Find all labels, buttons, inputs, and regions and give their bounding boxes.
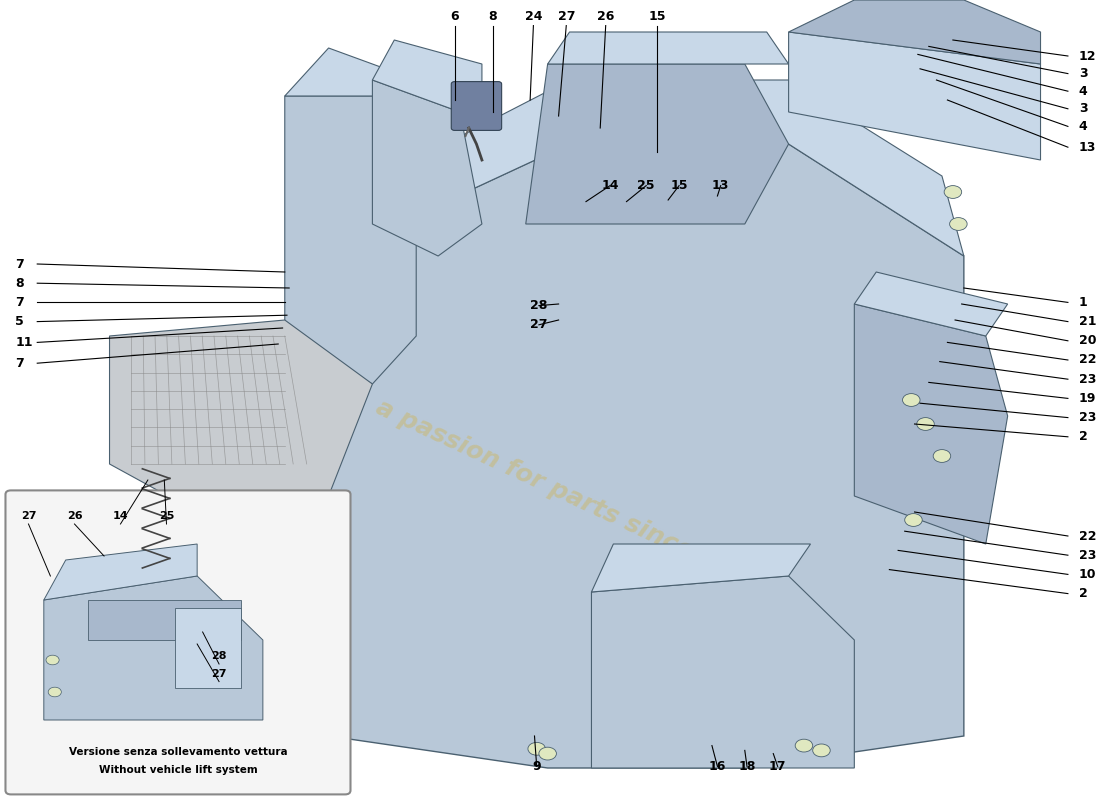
Text: 7: 7 <box>15 258 24 270</box>
Polygon shape <box>373 80 482 256</box>
Polygon shape <box>44 544 197 600</box>
Circle shape <box>795 739 813 752</box>
Polygon shape <box>329 144 964 768</box>
Text: 6: 6 <box>450 10 459 22</box>
Text: 15: 15 <box>670 179 688 192</box>
Circle shape <box>949 218 967 230</box>
Text: 28: 28 <box>530 299 548 312</box>
Polygon shape <box>789 32 1041 160</box>
Text: 26: 26 <box>597 10 615 22</box>
Polygon shape <box>285 96 416 384</box>
Polygon shape <box>44 576 263 720</box>
Polygon shape <box>373 40 482 112</box>
Text: 7: 7 <box>15 296 24 309</box>
Text: 27: 27 <box>21 511 36 521</box>
Polygon shape <box>855 304 1008 544</box>
Text: 11: 11 <box>15 336 33 349</box>
Polygon shape <box>592 544 811 592</box>
Text: 22: 22 <box>1079 354 1097 366</box>
Circle shape <box>48 687 62 697</box>
Text: 21: 21 <box>1079 315 1097 328</box>
Text: 15: 15 <box>648 10 666 22</box>
Circle shape <box>813 744 830 757</box>
Text: 22: 22 <box>1079 530 1097 542</box>
Circle shape <box>46 655 59 665</box>
Text: 23: 23 <box>1079 549 1097 562</box>
Polygon shape <box>175 608 241 688</box>
Text: 8: 8 <box>15 277 24 290</box>
Polygon shape <box>855 272 1008 336</box>
Text: 4: 4 <box>1079 85 1088 98</box>
Circle shape <box>916 418 934 430</box>
Text: 25: 25 <box>158 511 174 521</box>
Text: 2: 2 <box>1079 587 1088 600</box>
Text: 28: 28 <box>211 651 227 661</box>
Text: 7: 7 <box>15 357 24 370</box>
Text: 5: 5 <box>15 315 24 328</box>
Text: 2: 2 <box>1079 430 1088 443</box>
Polygon shape <box>285 48 416 144</box>
Text: a passion for parts since 2006: a passion for parts since 2006 <box>372 395 768 597</box>
Circle shape <box>902 394 920 406</box>
Circle shape <box>539 747 557 760</box>
Polygon shape <box>110 320 373 512</box>
Polygon shape <box>592 576 855 768</box>
Text: Versione senza sollevamento vettura: Versione senza sollevamento vettura <box>69 747 288 757</box>
Text: 13: 13 <box>712 179 729 192</box>
Text: 19: 19 <box>1079 392 1097 405</box>
Text: 17: 17 <box>769 760 786 773</box>
Text: 10: 10 <box>1079 568 1097 581</box>
Circle shape <box>904 514 922 526</box>
Text: 27: 27 <box>211 669 227 678</box>
Circle shape <box>933 450 950 462</box>
Polygon shape <box>548 32 789 64</box>
Text: 14: 14 <box>112 511 129 521</box>
FancyBboxPatch shape <box>6 490 351 794</box>
Circle shape <box>944 186 961 198</box>
Text: 27: 27 <box>530 318 548 331</box>
Text: 27: 27 <box>558 10 575 22</box>
Text: 16: 16 <box>708 760 726 773</box>
Text: 25: 25 <box>638 179 654 192</box>
Text: 3: 3 <box>1079 102 1088 115</box>
Text: 26: 26 <box>67 511 82 521</box>
Polygon shape <box>789 0 1041 64</box>
FancyBboxPatch shape <box>451 82 502 130</box>
Polygon shape <box>526 64 789 224</box>
Text: 12: 12 <box>1079 50 1097 62</box>
Text: 9: 9 <box>532 760 541 773</box>
Text: 14: 14 <box>602 179 619 192</box>
Polygon shape <box>88 600 241 640</box>
Text: 13: 13 <box>1079 141 1097 154</box>
Text: Without vehicle lift system: Without vehicle lift system <box>99 765 257 774</box>
Polygon shape <box>329 80 964 256</box>
Circle shape <box>528 742 546 755</box>
Text: 20: 20 <box>1079 334 1097 347</box>
Text: 8: 8 <box>488 10 497 22</box>
Text: 23: 23 <box>1079 373 1097 386</box>
Text: 24: 24 <box>525 10 542 22</box>
Text: 18: 18 <box>738 760 756 773</box>
Text: 3: 3 <box>1079 67 1088 80</box>
Text: 4: 4 <box>1079 120 1088 133</box>
Text: 1: 1 <box>1079 296 1088 309</box>
Text: 23: 23 <box>1079 411 1097 424</box>
